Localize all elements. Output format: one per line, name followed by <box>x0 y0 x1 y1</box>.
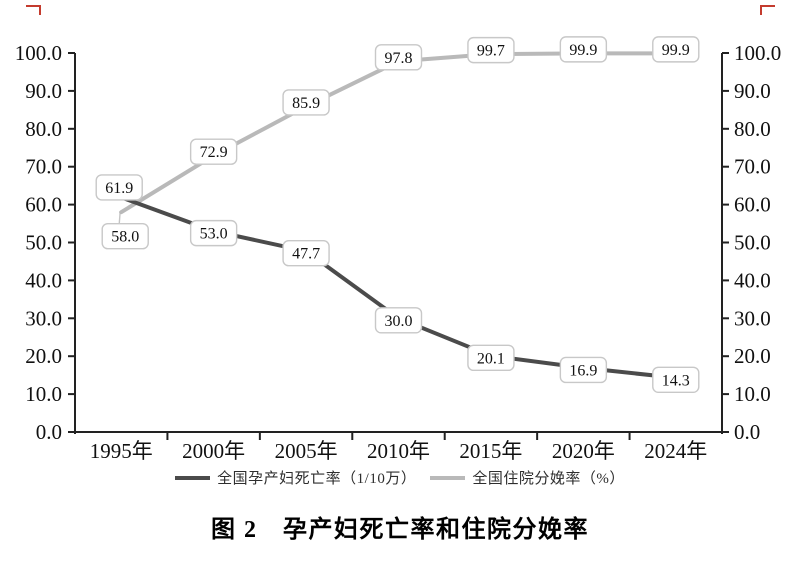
legend-label: 全国孕产妇死亡率（1/10万） <box>217 471 417 487</box>
value-label-text: 72.9 <box>200 144 228 161</box>
x-tick-label: 2005年 <box>275 439 338 462</box>
y-tick-label-left: 70.0 <box>25 155 62 179</box>
legend-swatch-dark-line <box>175 475 211 480</box>
value-label-box <box>101 222 149 250</box>
y-tick-label-left: 30.0 <box>25 306 62 330</box>
value-label-box <box>467 344 515 372</box>
value-label-box <box>189 138 238 165</box>
y-tick-label-right: 20.0 <box>734 344 771 368</box>
x-tick-label: 2010年 <box>367 439 430 462</box>
y-tick-label-left: 20.0 <box>25 344 62 368</box>
legend-swatch-gray-line <box>430 475 466 480</box>
x-tick-label: 1995年 <box>90 439 153 462</box>
value-label-box <box>652 366 700 394</box>
y-tick-label-left: 80.0 <box>25 117 62 141</box>
value-label-text: 14.3 <box>662 372 690 389</box>
y-tick-label-right: 90.0 <box>734 79 771 103</box>
y-tick-label-left: 40.0 <box>25 268 62 292</box>
figure-caption: 图 2 孕产妇死亡率和住院分娩率 <box>211 517 589 543</box>
y-tick-label-right: 30.0 <box>734 306 771 330</box>
chart-canvas: 0.0 0.0 10.0 10.0 20.0 20.0 30.0 30.0 40.0 40.0 50… <box>15 36 781 463</box>
series-line-1 <box>119 51 678 215</box>
y-tick-label-left: 0.0 <box>36 420 62 444</box>
value-label-text: 61.9 <box>105 180 133 197</box>
legend-item-hospital-delivery: 全国住院分娩率（%） <box>430 467 625 488</box>
value-label-text: 99.7 <box>477 43 505 60</box>
y-tick-label-left: 60.0 <box>25 193 62 217</box>
y-tick-label-right: 0.0 <box>734 420 760 444</box>
legend-label: 全国住院分娩率（%） <box>472 471 625 487</box>
value-label-text: 47.7 <box>292 246 320 263</box>
value-label-box <box>189 219 238 247</box>
value-label-box <box>95 174 143 201</box>
value-label-box <box>374 44 423 71</box>
y-tick-label-left: 50.0 <box>25 231 62 255</box>
legend-item-maternal-mortality: 全国孕产妇死亡率（1/10万） <box>175 467 416 488</box>
value-label-box <box>374 307 423 334</box>
y-tick-label-right: 100.0 <box>734 41 781 65</box>
y-tick-label-left: 10.0 <box>25 382 62 406</box>
value-label-text: 99.9 <box>662 42 690 59</box>
value-label-box <box>559 356 608 384</box>
value-label-box <box>559 36 608 63</box>
red-crop-mark-right <box>760 5 775 15</box>
value-label-text: 97.8 <box>385 50 413 67</box>
y-tick-label-right: 40.0 <box>734 268 771 292</box>
chart-legend: 全国孕产妇死亡率（1/10万） 全国住院分娩率（%） <box>0 467 800 488</box>
y-tick-label-right: 80.0 <box>734 117 771 141</box>
value-label-text: 58.0 <box>111 229 139 246</box>
y-tick-label-left: 90.0 <box>25 79 62 103</box>
x-tick-label: 2015年 <box>459 439 522 462</box>
value-label-box <box>467 36 515 64</box>
value-label-box <box>282 89 330 116</box>
value-label-text: 99.9 <box>569 42 597 59</box>
value-label-box <box>282 240 330 267</box>
value-label-text: 85.9 <box>292 95 320 112</box>
value-label-box <box>652 36 700 63</box>
x-tick-label: 2024年 <box>644 439 707 462</box>
value-label-text: 16.9 <box>569 362 597 379</box>
x-tick-label: 2020年 <box>552 439 615 462</box>
y-tick-label-right: 10.0 <box>734 382 771 406</box>
y-tick-label-right: 50.0 <box>734 231 771 255</box>
x-tick-label: 2000年 <box>182 439 245 462</box>
value-label-text: 20.1 <box>477 350 505 367</box>
y-tick-label-left: 100.0 <box>15 41 62 65</box>
y-tick-label-right: 60.0 <box>734 193 771 217</box>
value-label-text: 30.0 <box>385 313 413 330</box>
red-crop-mark-left <box>26 5 41 15</box>
y-tick-label-right: 70.0 <box>734 155 771 179</box>
value-label-text: 53.0 <box>200 226 228 243</box>
